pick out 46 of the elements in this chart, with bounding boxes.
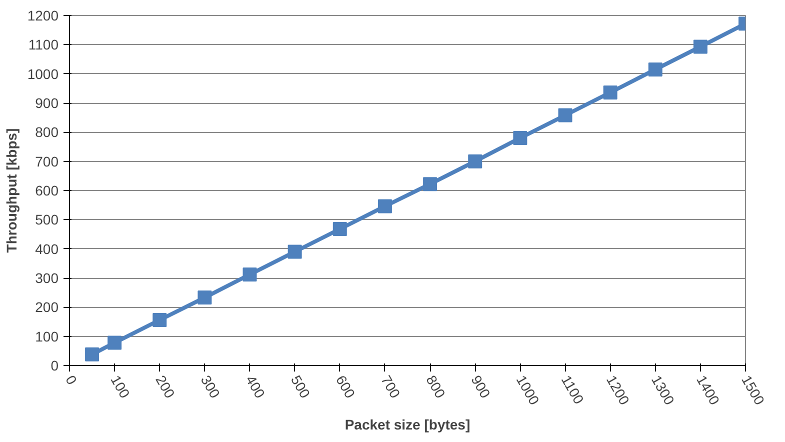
point bbox=[242, 268, 257, 282]
y-tick-label: 0 bbox=[50, 358, 59, 374]
y-tick-label: 1200 bbox=[27, 8, 59, 24]
y-tick-label: 300 bbox=[35, 270, 59, 286]
x-tick-label: 300 bbox=[198, 372, 224, 401]
x-tick-label: 1500 bbox=[738, 372, 768, 408]
x-axis-title: Packet size [bytes] bbox=[344, 416, 470, 432]
x-tick-label: 1200 bbox=[603, 372, 633, 408]
y-tick-label: 800 bbox=[35, 124, 59, 140]
point bbox=[693, 40, 708, 54]
point bbox=[603, 86, 618, 100]
y-tick-label: 400 bbox=[35, 240, 59, 257]
point bbox=[558, 108, 572, 122]
x-tick-label: 1300 bbox=[648, 372, 678, 408]
x-tick-label: 0 bbox=[62, 372, 80, 388]
y-tick-label: 700 bbox=[35, 153, 59, 170]
x-tick-label: 700 bbox=[378, 372, 404, 401]
point bbox=[423, 177, 438, 192]
point bbox=[332, 222, 347, 236]
x-tick-label: 400 bbox=[242, 372, 268, 401]
point bbox=[648, 62, 662, 76]
x-tick-label: 600 bbox=[332, 372, 359, 401]
point bbox=[288, 244, 302, 259]
y-tick-label: 600 bbox=[35, 182, 59, 198]
point bbox=[198, 290, 212, 305]
x-tick-label: 1400 bbox=[693, 372, 723, 408]
y-tick-label: 200 bbox=[35, 299, 59, 316]
point bbox=[108, 336, 122, 350]
y-tick-label: 500 bbox=[35, 212, 59, 228]
point bbox=[378, 199, 392, 214]
point bbox=[468, 154, 482, 168]
x-tick-label: 1000 bbox=[513, 372, 543, 408]
point bbox=[513, 131, 528, 145]
y-axis-title: Throughput [kbps] bbox=[3, 128, 20, 253]
y-tick-label: 1100 bbox=[28, 36, 59, 53]
y-tick-label: 900 bbox=[35, 95, 59, 111]
x-tick-label: 500 bbox=[288, 372, 314, 401]
x-tick-label: 1100 bbox=[558, 372, 588, 407]
y-tick-label: 100 bbox=[35, 328, 59, 344]
x-tick-label: 200 bbox=[152, 372, 178, 401]
x-tick-label: 900 bbox=[468, 372, 494, 401]
x-tick-label: 800 bbox=[423, 372, 449, 401]
y-tick-label: 1000 bbox=[27, 66, 59, 82]
x-tick-label: 100 bbox=[108, 372, 134, 401]
point bbox=[152, 313, 167, 327]
point bbox=[85, 347, 100, 362]
